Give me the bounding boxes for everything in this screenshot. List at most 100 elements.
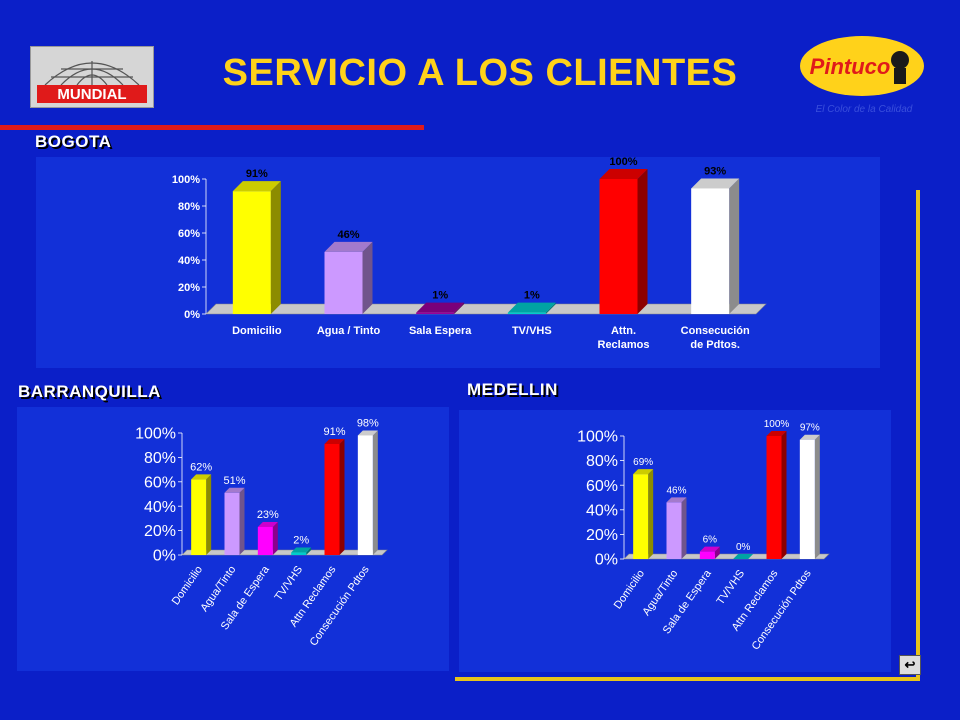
frame-line-vertical <box>916 190 920 680</box>
bar-top <box>324 438 345 444</box>
bar-side <box>729 178 740 314</box>
bar-face <box>766 436 782 559</box>
bar-side <box>362 241 373 314</box>
bar-side <box>372 430 378 555</box>
bar-top <box>691 178 740 189</box>
bar-face <box>799 439 815 559</box>
bar-top <box>799 434 820 440</box>
bar-2 <box>257 521 278 555</box>
data-label: 46% <box>337 229 359 241</box>
bar-face <box>291 552 307 555</box>
data-label: 23% <box>257 509 279 521</box>
bar-top <box>633 469 654 475</box>
bar-3 <box>733 554 754 559</box>
bar-side <box>272 521 278 555</box>
bar-4 <box>766 431 787 559</box>
bar-3 <box>507 302 556 314</box>
bar-1 <box>224 487 245 555</box>
x-tick-label: TV/VHS <box>715 568 748 607</box>
pintuco-logo: Pintuco El Color de la Calidad <box>798 34 930 116</box>
bar-face <box>507 312 546 314</box>
x-tick-label: TV/VHS <box>512 325 552 337</box>
bar-top <box>291 547 312 553</box>
y-tick-label: 100% <box>135 426 176 443</box>
bar-top <box>191 474 212 480</box>
bar-2 <box>699 546 720 559</box>
slide-title: SERVICIO A LOS CLIENTES <box>222 52 738 94</box>
data-label: 1% <box>524 290 540 302</box>
bar-side <box>781 431 787 559</box>
bar-face <box>691 188 730 314</box>
bar-face <box>699 551 715 559</box>
mundial-logo-text: MUNDIAL <box>57 86 126 103</box>
bar-1 <box>666 497 687 559</box>
data-label: 91% <box>323 426 345 438</box>
bar-5 <box>799 434 820 559</box>
x-tick-label: Domicilio <box>232 325 282 337</box>
data-label: 46% <box>666 485 686 496</box>
data-label: 1% <box>432 290 448 302</box>
y-tick-label: 100% <box>172 174 200 186</box>
data-label: 91% <box>246 168 268 180</box>
data-label: 51% <box>223 475 245 487</box>
y-tick-label: 20% <box>586 527 618 544</box>
bar-side <box>545 302 556 314</box>
bar-0 <box>191 474 212 555</box>
x-tick-label: Domicilio <box>170 564 205 607</box>
y-tick-label: 60% <box>586 478 618 495</box>
bar-top <box>416 302 465 313</box>
bar-top <box>224 487 245 493</box>
data-label: 93% <box>704 165 726 177</box>
x-tick-label: Agua / Tinto <box>317 325 381 337</box>
bar-top <box>766 431 787 436</box>
y-tick-label: 0% <box>595 552 618 569</box>
bar-face <box>224 492 240 555</box>
y-tick-label: 20% <box>178 282 200 294</box>
bar-side <box>681 497 687 559</box>
frame-line-horizontal <box>455 677 920 681</box>
section-label-medellin: MEDELLIN <box>467 380 558 399</box>
bar-side <box>714 546 720 559</box>
bar-face <box>232 191 271 314</box>
y-tick-label: 60% <box>178 228 200 240</box>
bar-top <box>357 430 378 436</box>
bar-face <box>191 479 207 555</box>
y-tick-label: 40% <box>586 502 618 519</box>
x-tick-label: Sala Espera <box>409 325 472 337</box>
bogota-chart: 100% 80% 60% 40% 20% 0% 91% Domicilio 46% Agua / … <box>172 156 767 351</box>
x-tick-label: TV/VHS <box>273 564 306 603</box>
bar-face <box>324 251 363 314</box>
bar-2 <box>416 302 465 314</box>
return-button[interactable]: ↩ <box>899 655 921 675</box>
bar-face <box>324 443 340 555</box>
data-label: 2% <box>293 535 309 547</box>
y-tick-label: 80% <box>144 450 176 467</box>
y-tick-label: 60% <box>144 474 176 491</box>
y-tick-label: 40% <box>178 255 200 267</box>
bar-top <box>257 521 278 527</box>
bar-top <box>699 546 720 552</box>
medellin-chart: 100%80%60%40%20%0%69%Domicilio46%Agua/Ti… <box>577 419 830 652</box>
bar-top <box>733 554 754 559</box>
title-underline <box>0 125 424 130</box>
bar-top <box>232 181 281 192</box>
bar-side <box>306 547 312 555</box>
barranquilla-chart-panel: 100% 80% 60% 40% 20% 0% 62% Domicilio 51% Agua/Ti… <box>17 407 449 671</box>
section-label-barranquilla: BARRANQUILLA <box>18 382 161 401</box>
bar-face <box>257 526 273 555</box>
pintuco-logo-text: Pintuco <box>810 54 891 79</box>
y-tick-label: 80% <box>586 453 618 470</box>
x-tick-label: Attn. Reclamos <box>598 325 650 351</box>
y-tick-label: 40% <box>144 499 176 516</box>
chart-floor <box>205 303 767 315</box>
bar-side <box>648 469 654 559</box>
x-tick-label: Consecución Pdtos <box>308 563 372 648</box>
bar-3 <box>291 547 312 555</box>
bar-face <box>416 312 455 314</box>
bar-face <box>633 474 649 559</box>
bar-1 <box>324 241 373 314</box>
data-label: 62% <box>190 461 212 473</box>
data-label: 0% <box>736 542 751 553</box>
y-tick-label: 0% <box>184 309 200 321</box>
bar-0 <box>232 181 281 314</box>
